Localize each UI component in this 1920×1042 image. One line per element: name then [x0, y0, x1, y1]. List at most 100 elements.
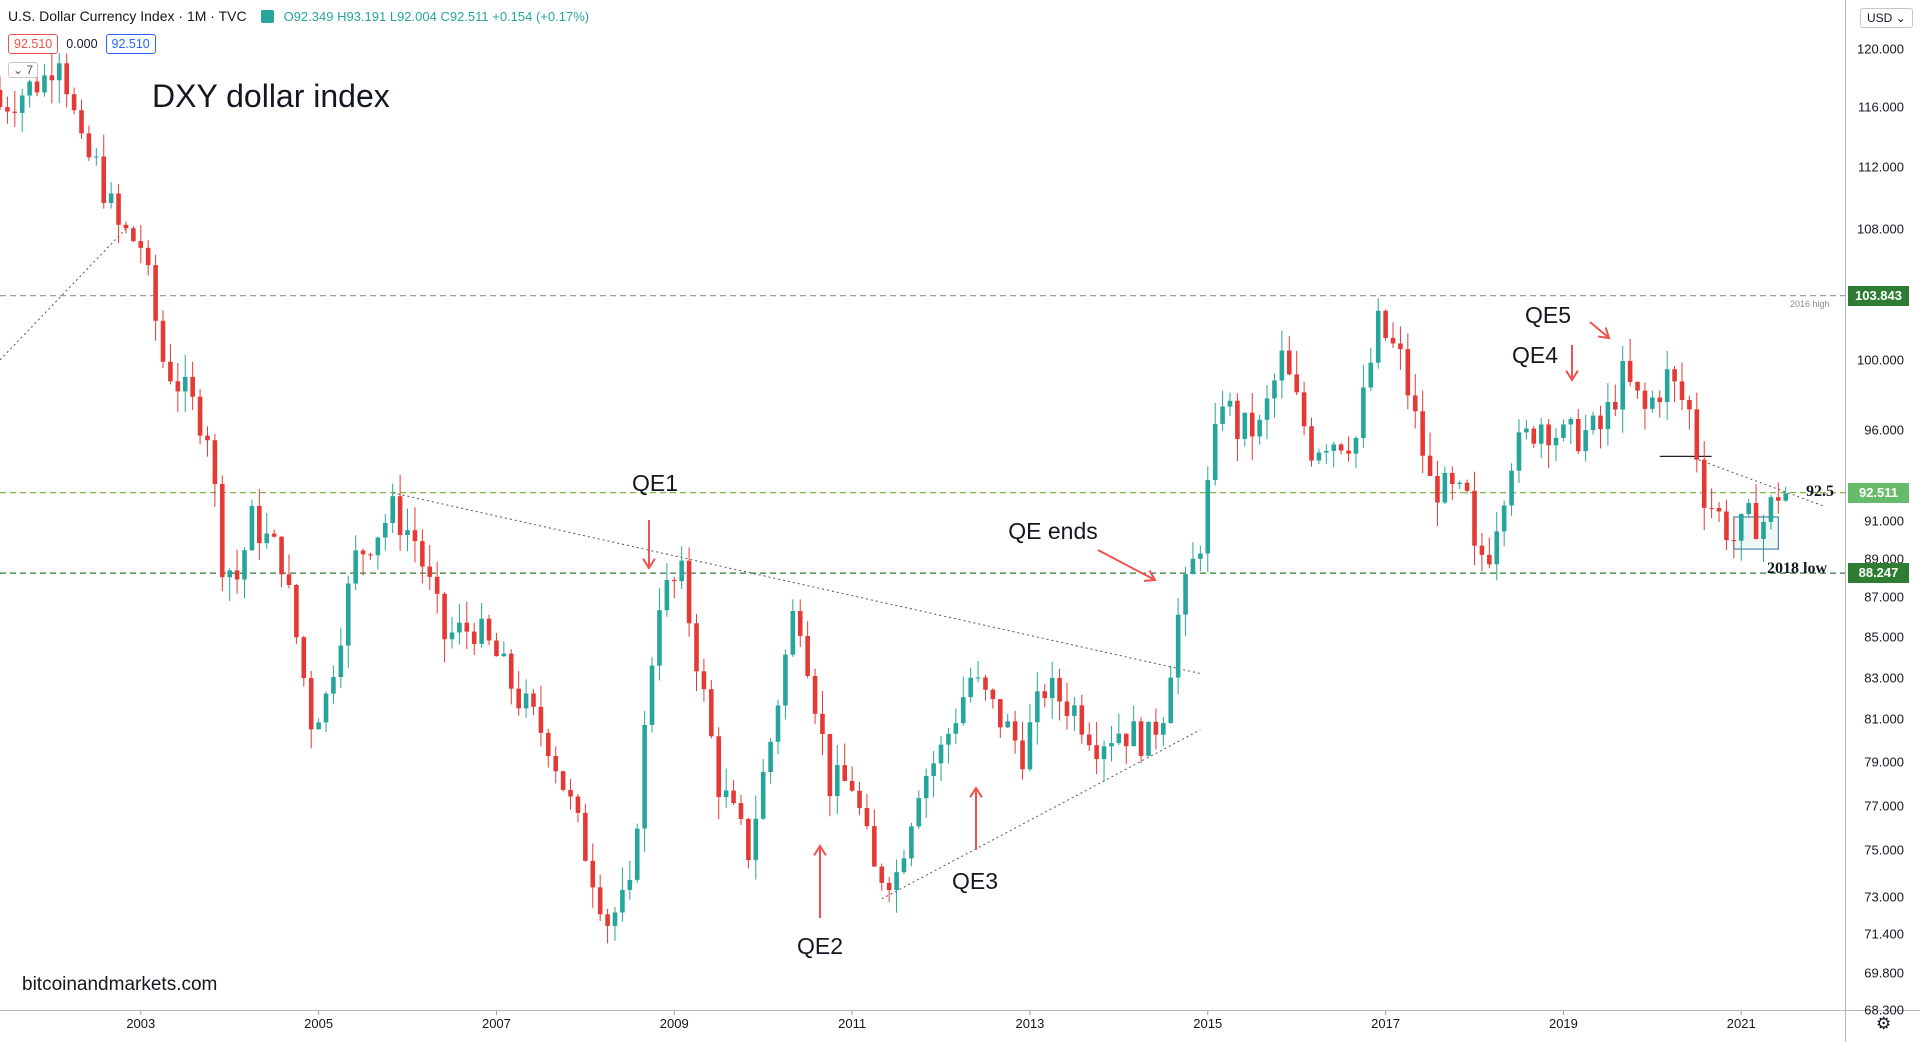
candle-body: [1583, 430, 1588, 452]
annotation-qe-ends: QE ends: [1008, 518, 1098, 544]
time-tick-label: 2019: [1548, 1016, 1578, 1031]
chart-title: DXY dollar index: [152, 78, 390, 114]
annotation-qe5: QE5: [1524, 302, 1572, 328]
candle-body: [1020, 740, 1025, 770]
candle-body: [1049, 677, 1055, 699]
buy-price-box[interactable]: 92.510: [105, 34, 156, 54]
qe5-arrow-head: [1597, 327, 1611, 340]
candle-body: [575, 796, 581, 813]
candle-body: [242, 550, 247, 580]
candle-body: [805, 635, 810, 676]
candle-body: [397, 496, 403, 536]
candle-body: [1420, 411, 1425, 456]
candle-body: [694, 623, 699, 672]
candle-body: [449, 632, 455, 640]
candle-body: [1650, 397, 1655, 409]
candle-body: [938, 744, 944, 764]
sell-price-box[interactable]: 92.510: [8, 34, 59, 54]
candle-body: [1509, 470, 1514, 506]
candle-body: [1294, 374, 1299, 393]
candle-body: [1538, 424, 1544, 444]
level-label-92-5: 92.5: [1806, 483, 1834, 500]
price-axis[interactable]: 120.000 116.000 112.000 108.000 100.000 96.00…: [1845, 0, 1920, 1042]
trend-lines: [0, 228, 1845, 900]
candle-body: [123, 224, 129, 229]
candle-body: [1264, 398, 1270, 420]
indicator-collapse-button[interactable]: ⌄ 7: [8, 62, 39, 78]
candle-body: [301, 637, 307, 679]
candle-body: [1753, 503, 1759, 539]
candle-body: [657, 610, 662, 666]
candle-body: [1613, 401, 1618, 410]
candle-body: [1168, 677, 1174, 724]
candle-body: [1309, 426, 1314, 461]
candle-body: [368, 554, 373, 556]
qe1-arrow-head: [642, 558, 656, 570]
annotation-qe3: QE3: [951, 868, 999, 894]
candle-body: [590, 860, 596, 888]
candle-body: [916, 798, 922, 827]
candle-body: [886, 882, 892, 891]
candle-body: [894, 872, 899, 891]
candle-body: [546, 732, 551, 757]
candle-body: [316, 722, 321, 730]
gear-icon[interactable]: ⚙: [1876, 1014, 1892, 1033]
symbol-title[interactable]: U.S. Dollar Currency Index · 1M · TVC: [8, 8, 247, 24]
candle-body: [1561, 424, 1566, 438]
candle-body: [1738, 513, 1744, 541]
price-tag-current: 92.511: [1848, 482, 1909, 503]
price-tick-label: 91.000: [1864, 513, 1904, 529]
candle-body: [323, 693, 329, 723]
candle-body: [420, 541, 425, 567]
candle-body: [901, 858, 907, 873]
candle-body: [1064, 701, 1070, 716]
candle-body: [1405, 349, 1411, 396]
candlestick-series: [0, 52, 1789, 944]
candle-body: [145, 247, 151, 266]
candle-body: [434, 576, 440, 594]
annotation-arrows: [642, 321, 1611, 918]
qe3-arrow-head: [969, 786, 983, 798]
candle-body: [27, 81, 32, 96]
candle-body: [642, 724, 647, 829]
price-tick-label: 112.000: [1857, 159, 1904, 175]
candle-body: [1679, 381, 1685, 400]
candle-body: [1175, 614, 1181, 678]
candle-body: [605, 914, 610, 926]
candle-body: [286, 574, 292, 586]
candle-body: [360, 550, 366, 555]
candle-body: [1575, 418, 1581, 452]
candle-body: [968, 677, 973, 698]
price-tick-label: 100.000: [1857, 352, 1904, 368]
candle-body: [1657, 397, 1663, 403]
candle-body: [308, 678, 314, 730]
candle-body: [709, 689, 714, 737]
candle-body: [271, 533, 277, 537]
price-tick-label: 77.000: [1864, 798, 1904, 814]
candle-body: [849, 780, 855, 791]
candle-body: [182, 376, 188, 392]
candle-body: [1324, 450, 1329, 453]
annotation-qe1: QE1: [631, 470, 679, 496]
candle-body: [1094, 745, 1099, 760]
candle-body: [160, 320, 166, 362]
spread-value: 0.000: [66, 37, 98, 51]
candle-body: [168, 361, 173, 382]
candle-body: [1042, 691, 1048, 699]
candle-body: [1286, 350, 1292, 375]
candle-body: [1783, 493, 1789, 501]
candle-body: [190, 376, 195, 397]
candle-body: [1220, 406, 1225, 424]
candle-body: [649, 665, 655, 725]
currency-dropdown[interactable]: USD ⌄: [1860, 8, 1913, 28]
candle-body: [294, 585, 299, 638]
candle-body: [264, 533, 270, 544]
candle-body: [998, 699, 1003, 728]
candle-body: [108, 193, 114, 203]
candle-body: [219, 483, 225, 578]
candle-body: [1687, 399, 1692, 410]
candle-body: [1331, 444, 1337, 451]
candle-body: [597, 887, 603, 915]
